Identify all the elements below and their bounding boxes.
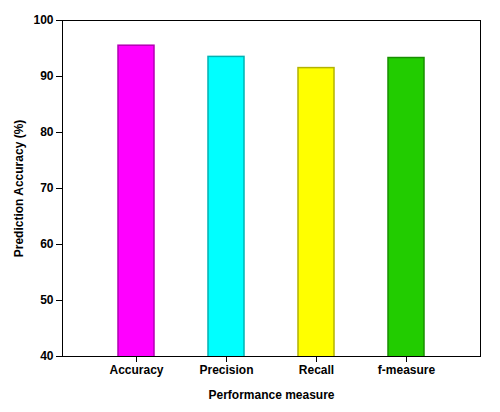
- svg-text:40: 40: [40, 349, 54, 363]
- svg-text:50: 50: [40, 293, 54, 307]
- svg-text:70: 70: [40, 181, 54, 195]
- svg-text:60: 60: [40, 237, 54, 251]
- svg-text:Recall: Recall: [299, 363, 334, 377]
- svg-text:Precision: Precision: [199, 363, 253, 377]
- svg-text:80: 80: [40, 125, 54, 139]
- svg-text:100: 100: [33, 13, 53, 27]
- svg-text:Performance measure: Performance measure: [208, 388, 334, 402]
- svg-text:90: 90: [40, 69, 54, 83]
- svg-text:f-measure: f-measure: [378, 363, 436, 377]
- svg-text:Accuracy: Accuracy: [109, 363, 163, 377]
- svg-text:Prediction Accuracy (%): Prediction Accuracy (%): [12, 120, 26, 258]
